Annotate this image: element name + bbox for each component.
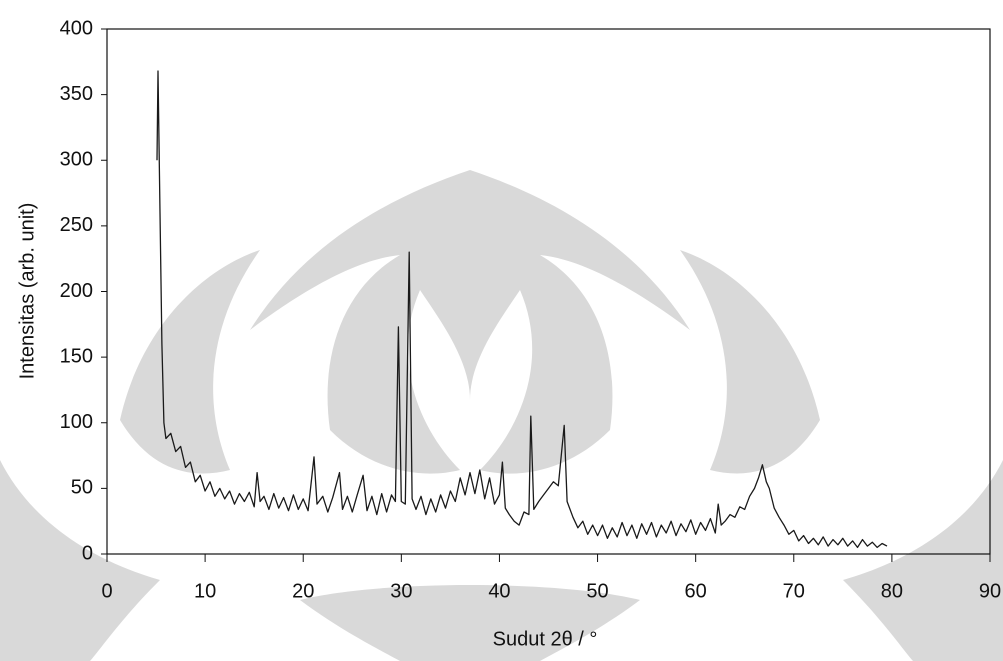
y-tick-label: 200 [60,280,93,302]
x-tick-label: 20 [292,580,314,602]
x-tick-label: 0 [101,580,112,602]
y-tick-label: 300 [60,149,93,171]
y-tick-label: 350 [60,83,93,105]
x-tick-label: 70 [783,580,805,602]
x-tick-label: 90 [979,580,1001,602]
data-line [156,70,888,549]
y-tick-label: 0 [82,542,93,564]
y-tick-label: 150 [60,345,93,367]
x-tick-label: 10 [194,580,216,602]
y-axis-label: Intensitas (arb. unit) [16,203,38,380]
y-tick-label: 400 [60,17,93,39]
x-tick-label: 40 [488,580,510,602]
x-axis-label: Sudut 2θ / ° [493,628,598,650]
x-tick-label: 50 [586,580,608,602]
y-tick-label: 100 [60,411,93,433]
x-tick-label: 80 [881,580,903,602]
x-tick-label: 30 [390,580,412,602]
y-tick-label: 250 [60,214,93,236]
watermark [0,170,1003,661]
x-tick-label: 60 [685,580,707,602]
y-tick-label: 50 [71,477,93,499]
